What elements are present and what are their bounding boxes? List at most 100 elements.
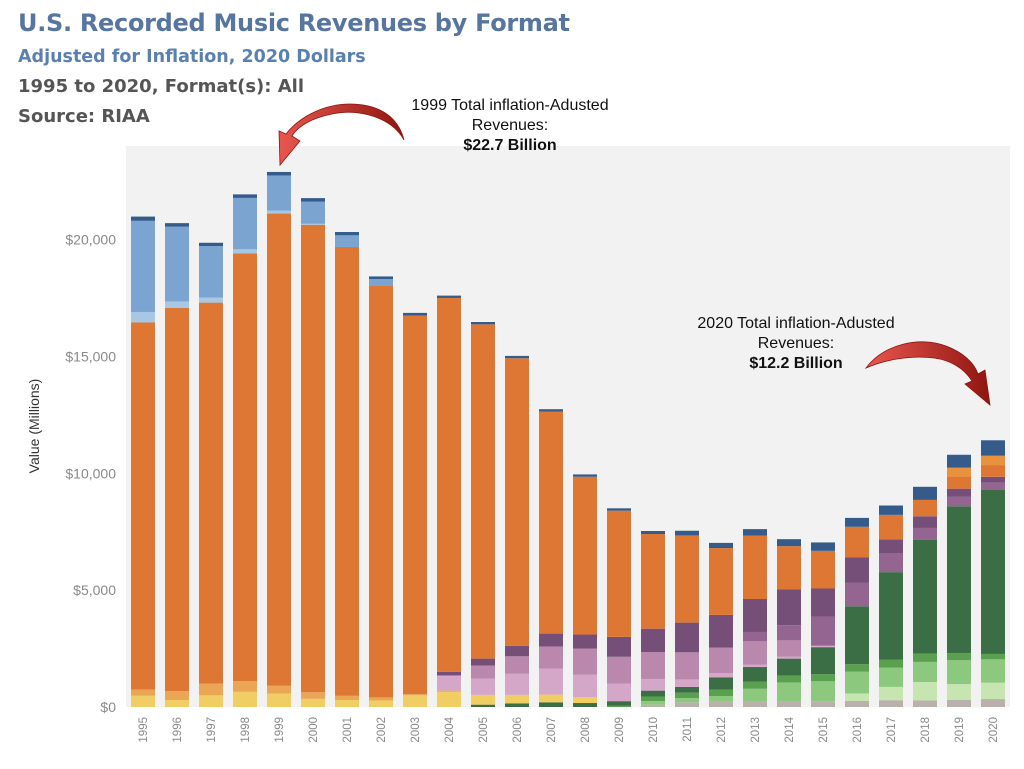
bar-segment-2017-series-2 — [879, 667, 903, 687]
bar-segment-1998-series-15 — [233, 194, 257, 198]
annotation-2020: 2020 Total inflation-Adusted Revenues: $… — [676, 314, 916, 374]
bar-segment-2012-series-11 — [709, 548, 733, 615]
bar-segment-2006-series-15 — [505, 355, 529, 359]
bar-segment-2009-series-15 — [607, 508, 631, 511]
bar-segment-2000-series-13 — [301, 223, 325, 225]
bar-segment-1997-series-11 — [199, 302, 223, 684]
y-tick-label: $5,000 — [73, 582, 116, 598]
bar-segment-2016-series-3 — [845, 664, 869, 672]
bar-segment-2005-series-5 — [471, 694, 495, 705]
bar-segment-2013-series-9 — [743, 631, 767, 642]
bar-segment-2002-series-15 — [369, 276, 393, 279]
bar-segment-1997-series-14 — [199, 246, 223, 298]
bar-segment-2001-series-6 — [335, 695, 359, 700]
x-tick-label-2006: 2006 — [512, 717, 524, 743]
y-axis-label: Value (Millions) — [26, 379, 42, 474]
bar-segment-2003-series-11 — [403, 315, 427, 695]
bar-segment-2020-series-12 — [981, 455, 1005, 466]
x-tick-label-1998: 1998 — [240, 717, 252, 743]
bar-segment-2006-series-11 — [505, 358, 529, 646]
bar-segment-1996-series-13 — [165, 301, 189, 308]
bar-segment-2007-series-10 — [539, 633, 563, 647]
bar-segment-2013-series-10 — [743, 599, 767, 632]
bar-segment-2020-series-10 — [981, 476, 1005, 483]
bar-segment-2005-series-10 — [471, 658, 495, 666]
x-tick-label-2019: 2019 — [954, 717, 966, 743]
bar-segment-2019-series-2 — [947, 660, 971, 685]
bar-segment-1999-series-11 — [267, 213, 291, 686]
bar-segment-2015-series-3 — [811, 674, 835, 682]
bar-segment-1995-series-11 — [131, 322, 155, 690]
bar-segment-2020-series-3 — [981, 653, 1005, 660]
bar-segment-2002-series-5 — [369, 700, 393, 707]
bar-segment-2010-series-8 — [641, 652, 665, 679]
annotation-2020-line2: Revenues: — [757, 335, 835, 352]
bar-segment-2009-series-4 — [607, 701, 631, 706]
bar-segment-2005-series-7 — [471, 678, 495, 695]
bar-segment-1996-series-14 — [165, 226, 189, 302]
bar-segment-2019-series-12 — [947, 467, 971, 477]
bar-segment-2006-series-5 — [505, 694, 529, 704]
bar-segment-2011-series-0 — [675, 702, 699, 707]
bar-segment-2019-series-9 — [947, 496, 971, 507]
bar-segment-2019-series-10 — [947, 488, 971, 497]
y-tick-label: $15,000 — [65, 348, 116, 364]
bar-segment-2017-series-9 — [879, 553, 903, 573]
bar-segment-1998-series-14 — [233, 197, 257, 250]
bar-segment-2014-series-7 — [777, 656, 801, 659]
bar-segment-2007-series-5 — [539, 694, 563, 703]
bar-segment-2004-series-11 — [437, 297, 461, 672]
y-tick-label: $0 — [100, 699, 116, 715]
bar-segment-2015-series-10 — [811, 588, 835, 617]
x-tick-label-2011: 2011 — [682, 717, 694, 742]
bar-segment-1995-series-14 — [131, 220, 155, 312]
annotation-1999-line1: 1999 Total inflation-Adusted — [411, 97, 609, 114]
bar-segment-2020-series-9 — [981, 482, 1005, 490]
bar-segment-2008-series-5 — [573, 697, 597, 704]
bar-segment-2004-series-7 — [437, 675, 461, 691]
bar-segment-2013-series-11 — [743, 535, 767, 600]
bar-segment-2007-series-8 — [539, 646, 563, 669]
annotation-arrow-1999 — [278, 103, 405, 167]
bar-segment-2000-series-14 — [301, 201, 325, 224]
bar-segment-2011-series-2 — [675, 698, 699, 703]
bar-segment-2014-series-10 — [777, 589, 801, 626]
bar-segment-2002-series-11 — [369, 286, 393, 698]
bar-segment-2011-series-7 — [675, 679, 699, 687]
bar-segment-2018-series-3 — [913, 653, 937, 662]
bar-segment-1995-series-6 — [131, 689, 155, 696]
bar-segment-2005-series-15 — [471, 322, 495, 325]
bar-segment-2016-series-2 — [845, 671, 869, 694]
bar-segment-2014-series-9 — [777, 625, 801, 641]
bar-segment-2008-series-11 — [573, 476, 597, 635]
bar-segment-2014-series-8 — [777, 640, 801, 657]
bar-segment-2012-series-0 — [709, 701, 733, 707]
bar-segment-2008-series-7 — [573, 674, 597, 698]
x-tick-label-2003: 2003 — [410, 717, 422, 743]
bar-segment-1999-series-14 — [267, 175, 291, 211]
bar-segment-2017-series-11 — [879, 514, 903, 540]
x-tick-label-2001: 2001 — [342, 717, 354, 743]
bar-segment-2017-series-10 — [879, 539, 903, 554]
bar-segment-2012-series-7 — [709, 673, 733, 678]
annotation-1999: 1999 Total inflation-Adusted Revenues: $… — [390, 96, 630, 156]
bar-segment-2003-series-15 — [403, 312, 427, 316]
bar-segment-2009-series-11 — [607, 510, 631, 637]
bar-segment-2015-series-2 — [811, 681, 835, 702]
x-tick-label-2018: 2018 — [920, 717, 932, 743]
bar-segment-2009-series-8 — [607, 656, 631, 684]
bar-segment-2008-series-4 — [573, 703, 597, 707]
bar-segment-2011-series-8 — [675, 652, 699, 680]
bar-segment-1997-series-15 — [199, 242, 223, 247]
annotation-1999-value: $22.7 Billion — [463, 137, 557, 154]
bar-segment-2015-series-0 — [811, 701, 835, 707]
bar-segment-2007-series-11 — [539, 411, 563, 634]
x-tick-label-2008: 2008 — [580, 717, 592, 743]
bar-segment-2009-series-3 — [607, 705, 631, 707]
bar-segment-2020-series-11 — [981, 465, 1005, 477]
bar-segment-1996-series-5 — [165, 699, 189, 707]
y-tick-label: $10,000 — [65, 465, 116, 481]
bar-segment-2016-series-4 — [845, 606, 869, 665]
x-tick-label-2007: 2007 — [546, 717, 558, 743]
bar-segment-2014-series-2 — [777, 682, 801, 702]
